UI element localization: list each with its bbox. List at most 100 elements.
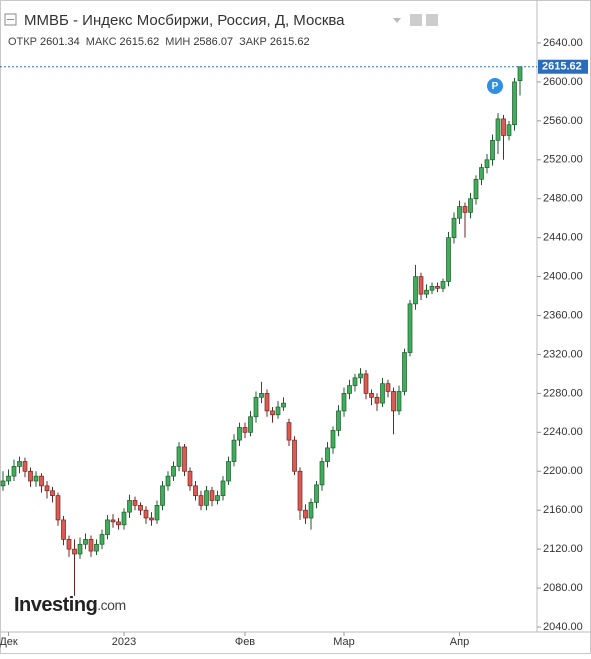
logo: Investing.com	[14, 594, 126, 616]
candle-body	[270, 410, 275, 416]
y-tick-label: 2160.00	[543, 504, 583, 516]
candle-body	[473, 178, 479, 200]
candle-body	[391, 391, 396, 412]
candle-body	[22, 461, 28, 472]
candle-body	[325, 447, 330, 462]
candle-body	[363, 373, 369, 394]
candle-body	[264, 393, 270, 412]
candle-body	[55, 495, 61, 521]
candle-body	[88, 539, 94, 552]
candle-body	[220, 480, 226, 496]
candle-body	[116, 521, 121, 526]
candle-body	[385, 383, 391, 392]
candle-body	[429, 285, 435, 291]
candle-body	[435, 285, 440, 289]
candle-body	[242, 427, 248, 433]
candle-body	[83, 539, 88, 545]
candle-body	[110, 519, 116, 523]
candle-body	[226, 461, 231, 482]
candle-body	[176, 446, 182, 467]
candle-body	[248, 416, 253, 433]
candle-body	[28, 470, 33, 482]
candle-body	[275, 406, 281, 416]
collapse-icon[interactable]	[4, 13, 17, 26]
candle-body	[292, 439, 297, 472]
last-price-label: 2615.62	[542, 61, 582, 73]
ohlc-label: ЗАКР	[239, 36, 267, 48]
candle-body	[50, 490, 55, 496]
candle-body	[215, 495, 220, 501]
candle-body	[319, 461, 325, 486]
candle-body	[297, 470, 303, 511]
ohlc-value: 2586.07	[193, 36, 233, 48]
candle-body	[105, 519, 110, 535]
y-tick-label: 2480.00	[543, 193, 583, 205]
candle-body	[413, 276, 418, 305]
candle-body	[424, 289, 429, 295]
candle-body	[352, 377, 358, 386]
last-price-tag	[538, 59, 588, 74]
annotation-label: P	[492, 81, 499, 92]
candle-body	[506, 124, 512, 136]
x-tick-label: 2023	[112, 636, 136, 648]
ohlc-bar: ОТКР 2601.34 МАКС 2615.62 МИН 2586.07 ЗАКР 2615…	[8, 36, 310, 48]
candle-body	[281, 402, 286, 408]
candle-body	[61, 519, 66, 540]
settings-icon[interactable]	[410, 14, 422, 26]
candle-body	[462, 206, 468, 213]
candle-body	[127, 500, 132, 513]
ohlc-value: 2615.62	[270, 36, 310, 48]
candle-body	[187, 470, 193, 487]
candle-body	[237, 427, 242, 441]
y-tick-label: 2360.00	[543, 309, 583, 321]
candle-body	[138, 504, 143, 511]
candle-body	[330, 430, 336, 449]
dropdown-arrow[interactable]	[393, 18, 401, 23]
candle-body	[479, 167, 484, 180]
candle-body	[457, 206, 462, 219]
candle-body	[143, 509, 149, 519]
candle-body	[44, 485, 50, 492]
y-tick-label: 2560.00	[543, 115, 583, 127]
candle-body	[253, 396, 259, 418]
gear-icon[interactable]	[426, 14, 438, 26]
x-tick-label: Апр	[450, 636, 469, 648]
candle-body	[66, 539, 72, 550]
candle-body	[99, 534, 105, 545]
candle-body	[209, 490, 215, 501]
annotation-badge	[487, 78, 503, 94]
candle-body	[204, 490, 209, 506]
candle-body	[396, 391, 402, 412]
candle-body	[490, 139, 495, 161]
candle-body	[380, 383, 385, 404]
x-tick-label: Мар	[333, 636, 355, 648]
candle-body	[165, 475, 171, 487]
candle-body	[160, 485, 165, 506]
y-tick-label: 2040.00	[543, 621, 583, 633]
ohlc-label: ОТКР	[8, 36, 37, 48]
ohlc-value: 2601.34	[40, 36, 80, 48]
candle-body	[286, 422, 292, 441]
y-tick-label: 2640.00	[543, 37, 583, 49]
candle-body	[121, 511, 127, 526]
y-tick-label: 2520.00	[543, 154, 583, 166]
candle-body	[17, 461, 22, 467]
candle-body	[303, 509, 308, 519]
candle-body	[94, 543, 99, 552]
candle-body	[484, 159, 490, 168]
candle-body	[495, 118, 501, 141]
candle-body	[259, 393, 264, 398]
candle-body	[501, 118, 506, 136]
candle-body	[446, 237, 451, 282]
candle-body	[440, 281, 446, 289]
chart-title: ММВБ - Индекс Мосбиржи, Россия, Д, Москв…	[24, 12, 345, 29]
y-tick-label: 2080.00	[543, 582, 583, 594]
y-tick-label: 2200.00	[543, 465, 583, 477]
candle-body	[72, 548, 77, 555]
candle-body	[308, 502, 314, 519]
candle-body	[517, 66, 523, 81]
candle-body	[374, 396, 380, 404]
candle-body	[171, 466, 176, 477]
